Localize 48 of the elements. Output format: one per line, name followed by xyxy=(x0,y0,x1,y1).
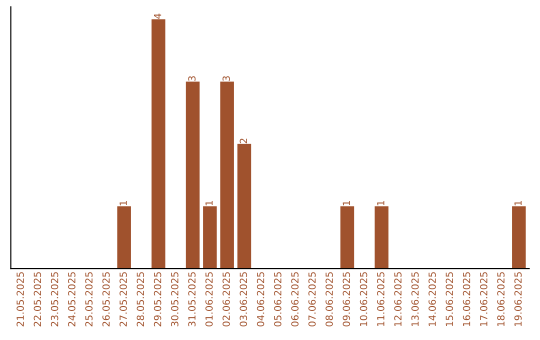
x-tick-label: 10.06.2025 xyxy=(360,272,368,326)
x-tick-label: 03.06.2025 xyxy=(240,272,248,326)
data-label: 2 xyxy=(240,138,247,144)
x-tick-label: 05.06.2025 xyxy=(274,272,282,326)
bar xyxy=(340,206,354,269)
x-tick-label: 19.06.2025 xyxy=(514,272,522,326)
x-tick-label: 27.05.2025 xyxy=(120,272,127,326)
x-tick-label: 04.06.2025 xyxy=(256,272,264,326)
x-tick-label: 24.05.2025 xyxy=(68,272,76,326)
x-tick-label: 29.05.2025 xyxy=(154,272,162,326)
x-tick-label: 06.06.2025 xyxy=(291,272,299,326)
data-label: 1 xyxy=(377,200,384,206)
x-tick-label: 02.06.2025 xyxy=(222,272,230,326)
x-tick-label: 22.05.2025 xyxy=(34,272,42,326)
data-label: 1 xyxy=(514,200,522,206)
x-tick-label: 26.05.2025 xyxy=(102,272,110,326)
x-tick-label: 13.06.2025 xyxy=(411,272,419,326)
x-tick-label: 28.05.2025 xyxy=(136,272,144,326)
bar xyxy=(203,206,217,269)
x-tick-label: 16.06.2025 xyxy=(462,272,470,326)
x-tick-label: 07.06.2025 xyxy=(308,272,316,326)
x-tick-label: 08.06.2025 xyxy=(326,272,333,326)
x-tick-label: 23.05.2025 xyxy=(50,272,58,326)
x-tick-label: 18.06.2025 xyxy=(497,272,505,326)
data-label: 4 xyxy=(154,14,162,19)
x-tick-label: 31.05.2025 xyxy=(188,272,196,326)
data-label: 3 xyxy=(188,76,196,81)
x-tick-label: 17.06.2025 xyxy=(480,272,488,326)
x-tick-label: 25.05.2025 xyxy=(85,272,93,326)
x-tick-label: 15.06.2025 xyxy=(446,272,454,326)
bar xyxy=(186,82,200,269)
bar xyxy=(117,206,131,269)
x-tick-label: 09.06.2025 xyxy=(342,272,350,326)
bar xyxy=(152,19,166,269)
x-tick-label: 12.06.2025 xyxy=(394,272,402,326)
data-label: 1 xyxy=(206,200,213,206)
data-label: 1 xyxy=(120,200,127,206)
bar xyxy=(374,206,388,269)
bar xyxy=(237,144,252,269)
x-tick-label: 14.06.2025 xyxy=(428,272,436,326)
x-tick-label: 21.05.2025 xyxy=(16,272,24,326)
data-label: 3 xyxy=(222,76,230,81)
x-tick-label: 01.06.2025 xyxy=(205,272,213,326)
bar xyxy=(512,206,526,269)
data-label: 1 xyxy=(342,200,350,206)
x-tick-label: 30.05.2025 xyxy=(171,272,178,326)
x-tick-label: 11.06.2025 xyxy=(377,272,384,326)
bar xyxy=(220,82,234,269)
